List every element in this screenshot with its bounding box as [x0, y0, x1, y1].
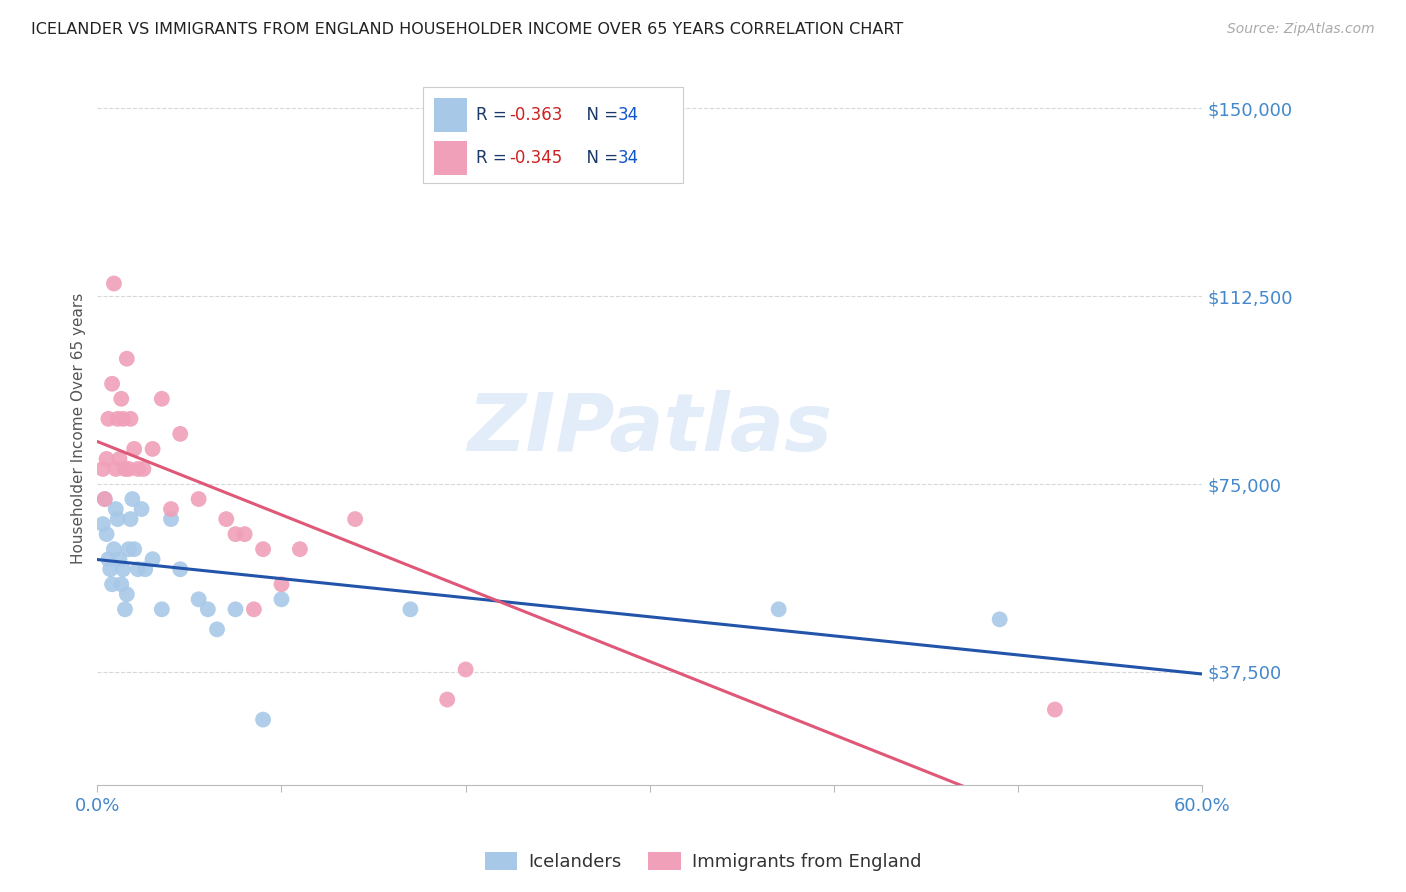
Point: [142, 552, 165, 566]
Point: [127, 562, 149, 576]
Point: [224, 527, 246, 541]
Point: [114, 602, 136, 616]
Point: [108, 452, 131, 467]
Point: [344, 512, 367, 526]
Point: [454, 663, 477, 677]
Text: ICELANDER VS IMMIGRANTS FROM ENGLAND HOUSEHOLDER INCOME OVER 65 YEARS CORRELATIO: ICELANDER VS IMMIGRANTS FROM ENGLAND HOU…: [31, 22, 903, 37]
Point: [252, 542, 274, 557]
Point: [114, 462, 136, 476]
Point: [104, 502, 127, 516]
Point: [131, 502, 153, 516]
Point: [98, 562, 121, 576]
Point: [197, 602, 219, 616]
Point: [112, 412, 135, 426]
Point: [252, 713, 274, 727]
Point: [150, 602, 173, 616]
Point: [436, 692, 458, 706]
Point: [115, 587, 138, 601]
Point: [988, 612, 1011, 626]
Point: [104, 462, 127, 476]
Point: [160, 502, 183, 516]
Text: ZIPatlas: ZIPatlas: [467, 390, 832, 468]
Point: [103, 277, 125, 291]
Point: [142, 442, 165, 456]
Text: -0.345: -0.345: [509, 149, 562, 167]
Point: [110, 577, 132, 591]
Point: [93, 491, 115, 506]
Point: [768, 602, 790, 616]
Point: [91, 462, 114, 476]
Point: [93, 491, 115, 506]
Point: [150, 392, 173, 406]
Point: [107, 512, 129, 526]
Point: [243, 602, 266, 616]
Legend: Icelanders, Immigrants from England: Icelanders, Immigrants from England: [478, 846, 928, 879]
Point: [122, 542, 145, 557]
Text: R =: R =: [477, 106, 512, 124]
Point: [122, 442, 145, 456]
Point: [110, 392, 132, 406]
Point: [101, 577, 124, 591]
Text: N =: N =: [576, 149, 623, 167]
Point: [169, 562, 191, 576]
Point: [270, 577, 292, 591]
Text: Source: ZipAtlas.com: Source: ZipAtlas.com: [1227, 22, 1375, 37]
FancyBboxPatch shape: [423, 87, 683, 183]
Point: [224, 602, 246, 616]
Point: [121, 491, 143, 506]
Text: R =: R =: [477, 149, 512, 167]
Text: N =: N =: [576, 106, 623, 124]
Point: [101, 376, 124, 391]
Point: [97, 552, 120, 566]
Point: [288, 542, 311, 557]
Text: -0.363: -0.363: [509, 106, 562, 124]
Point: [134, 562, 156, 576]
Point: [270, 592, 292, 607]
FancyBboxPatch shape: [434, 98, 467, 132]
Point: [118, 462, 141, 476]
Point: [103, 542, 125, 557]
Point: [120, 512, 142, 526]
Text: 34: 34: [617, 149, 638, 167]
Point: [205, 623, 228, 637]
FancyBboxPatch shape: [434, 141, 467, 175]
Point: [108, 552, 131, 566]
Point: [112, 562, 135, 576]
Point: [233, 527, 256, 541]
Point: [160, 512, 183, 526]
Point: [127, 462, 149, 476]
Point: [187, 592, 209, 607]
Point: [91, 517, 114, 532]
Point: [399, 602, 422, 616]
Point: [169, 426, 191, 441]
Point: [118, 542, 141, 557]
Point: [96, 527, 118, 541]
Point: [97, 412, 120, 426]
Point: [96, 452, 118, 467]
Point: [1043, 702, 1066, 716]
Y-axis label: Householder Income Over 65 years: Householder Income Over 65 years: [72, 293, 86, 565]
Point: [107, 412, 129, 426]
Point: [187, 491, 209, 506]
Text: 34: 34: [617, 106, 638, 124]
Point: [215, 512, 238, 526]
Point: [120, 412, 142, 426]
Point: [132, 462, 155, 476]
Point: [115, 351, 138, 366]
